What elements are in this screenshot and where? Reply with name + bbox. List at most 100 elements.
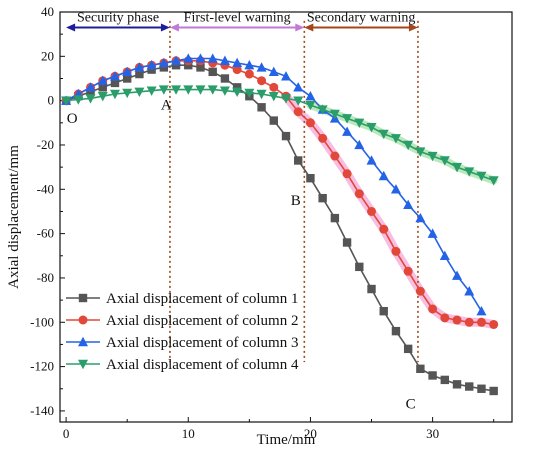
y-tick-label: -120	[30, 359, 54, 374]
point-label: C	[406, 397, 416, 413]
data-point	[476, 171, 487, 182]
data-point	[355, 262, 364, 272]
y-tick-label: -40	[37, 181, 54, 196]
phase-label: First-level warning	[184, 11, 291, 26]
x-tick-label: 30	[426, 426, 439, 441]
series-line	[66, 88, 494, 182]
data-point	[85, 94, 96, 104]
data-point	[134, 62, 145, 72]
phase-arrowhead	[304, 23, 314, 32]
data-point	[97, 92, 108, 102]
data-point	[427, 228, 438, 238]
data-point	[465, 382, 474, 391]
series-group	[61, 53, 499, 396]
data-point	[244, 59, 255, 70]
data-point	[330, 213, 340, 223]
series-line	[65, 60, 494, 326]
data-point	[305, 91, 316, 101]
data-point	[293, 96, 304, 106]
data-point	[342, 169, 352, 179]
data-point	[354, 189, 364, 199]
point-label: A	[161, 98, 172, 114]
point-label: B	[291, 193, 301, 209]
legend-label: Axial displacement of column 1	[106, 291, 298, 307]
legend-label: Axial displacement of column 2	[106, 313, 298, 329]
phase-boundaries	[169, 20, 419, 363]
data-point	[122, 88, 133, 99]
data-point	[98, 83, 107, 92]
data-point	[318, 193, 327, 203]
legend-item-2: Axial displacement of column 2	[66, 313, 298, 329]
data-point	[244, 69, 254, 79]
data-point	[268, 66, 279, 77]
data-point	[183, 53, 194, 63]
data-point	[342, 238, 352, 247]
data-point	[452, 380, 462, 389]
x-axis-title: Time/min	[257, 432, 316, 448]
data-point	[158, 57, 169, 68]
data-point	[110, 78, 120, 88]
data-point	[305, 100, 316, 111]
data-point	[306, 174, 315, 183]
data-point	[219, 86, 230, 96]
data-point	[354, 118, 365, 129]
y-tick-label: -140	[30, 403, 54, 418]
data-point	[78, 359, 88, 370]
data-point	[208, 67, 217, 77]
data-point	[220, 74, 230, 83]
data-point	[61, 96, 72, 106]
data-point	[85, 82, 96, 92]
data-point	[428, 304, 438, 314]
data-point	[195, 85, 206, 95]
legend-item-1: Axial displacement of column 1	[66, 291, 298, 307]
data-point	[219, 55, 230, 65]
y-tick-label: 40	[41, 4, 54, 19]
data-point	[109, 71, 120, 81]
data-point	[171, 55, 182, 65]
data-point	[452, 162, 463, 173]
data-point	[135, 69, 144, 79]
data-point	[354, 139, 365, 150]
data-point	[232, 57, 243, 68]
data-point	[317, 105, 328, 115]
data-point	[257, 76, 267, 86]
data-point	[378, 129, 389, 140]
data-point	[293, 82, 304, 92]
data-point	[378, 170, 389, 181]
y-tick-label: -80	[37, 270, 54, 285]
data-point	[183, 85, 194, 95]
data-point	[281, 94, 291, 104]
legend-item-3: Axial displacement of column 3	[66, 335, 298, 351]
data-point	[342, 114, 353, 124]
point-labels: O A B C	[67, 98, 416, 413]
data-point	[488, 176, 499, 186]
phase-annotations: Security phase First-level warning Seconda…	[66, 11, 418, 32]
data-point	[464, 286, 475, 296]
phase-arrowhead	[408, 23, 418, 32]
data-point	[379, 224, 389, 234]
data-point	[452, 270, 463, 280]
data-point	[78, 336, 88, 347]
data-point	[329, 109, 340, 120]
legend-label: Axial displacement of column 3	[106, 335, 298, 351]
data-point	[122, 66, 133, 77]
data-point	[439, 156, 450, 166]
data-point	[256, 62, 267, 72]
data-point	[489, 319, 499, 329]
phase-arrowhead	[160, 23, 170, 32]
data-point	[489, 386, 498, 396]
tick-labels: 0 10 20 30 40 20 0 -20 -40 -60 -80 -100 -120 -140	[30, 4, 439, 441]
data-point	[464, 167, 475, 177]
data-point	[415, 147, 426, 157]
data-point	[146, 59, 157, 70]
data-point	[232, 83, 242, 92]
data-point	[318, 133, 328, 143]
data-point	[207, 53, 218, 63]
phase-arrowhead	[66, 23, 76, 32]
data-point	[281, 71, 291, 81]
x-tick-label: 10	[182, 426, 195, 441]
data-point	[330, 151, 340, 161]
legend: Axial displacement of column 1 Axial disp…	[66, 291, 299, 373]
data-point	[452, 315, 462, 325]
